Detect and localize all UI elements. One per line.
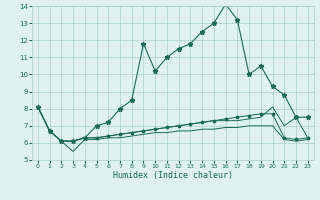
X-axis label: Humidex (Indice chaleur): Humidex (Indice chaleur) xyxy=(113,171,233,180)
